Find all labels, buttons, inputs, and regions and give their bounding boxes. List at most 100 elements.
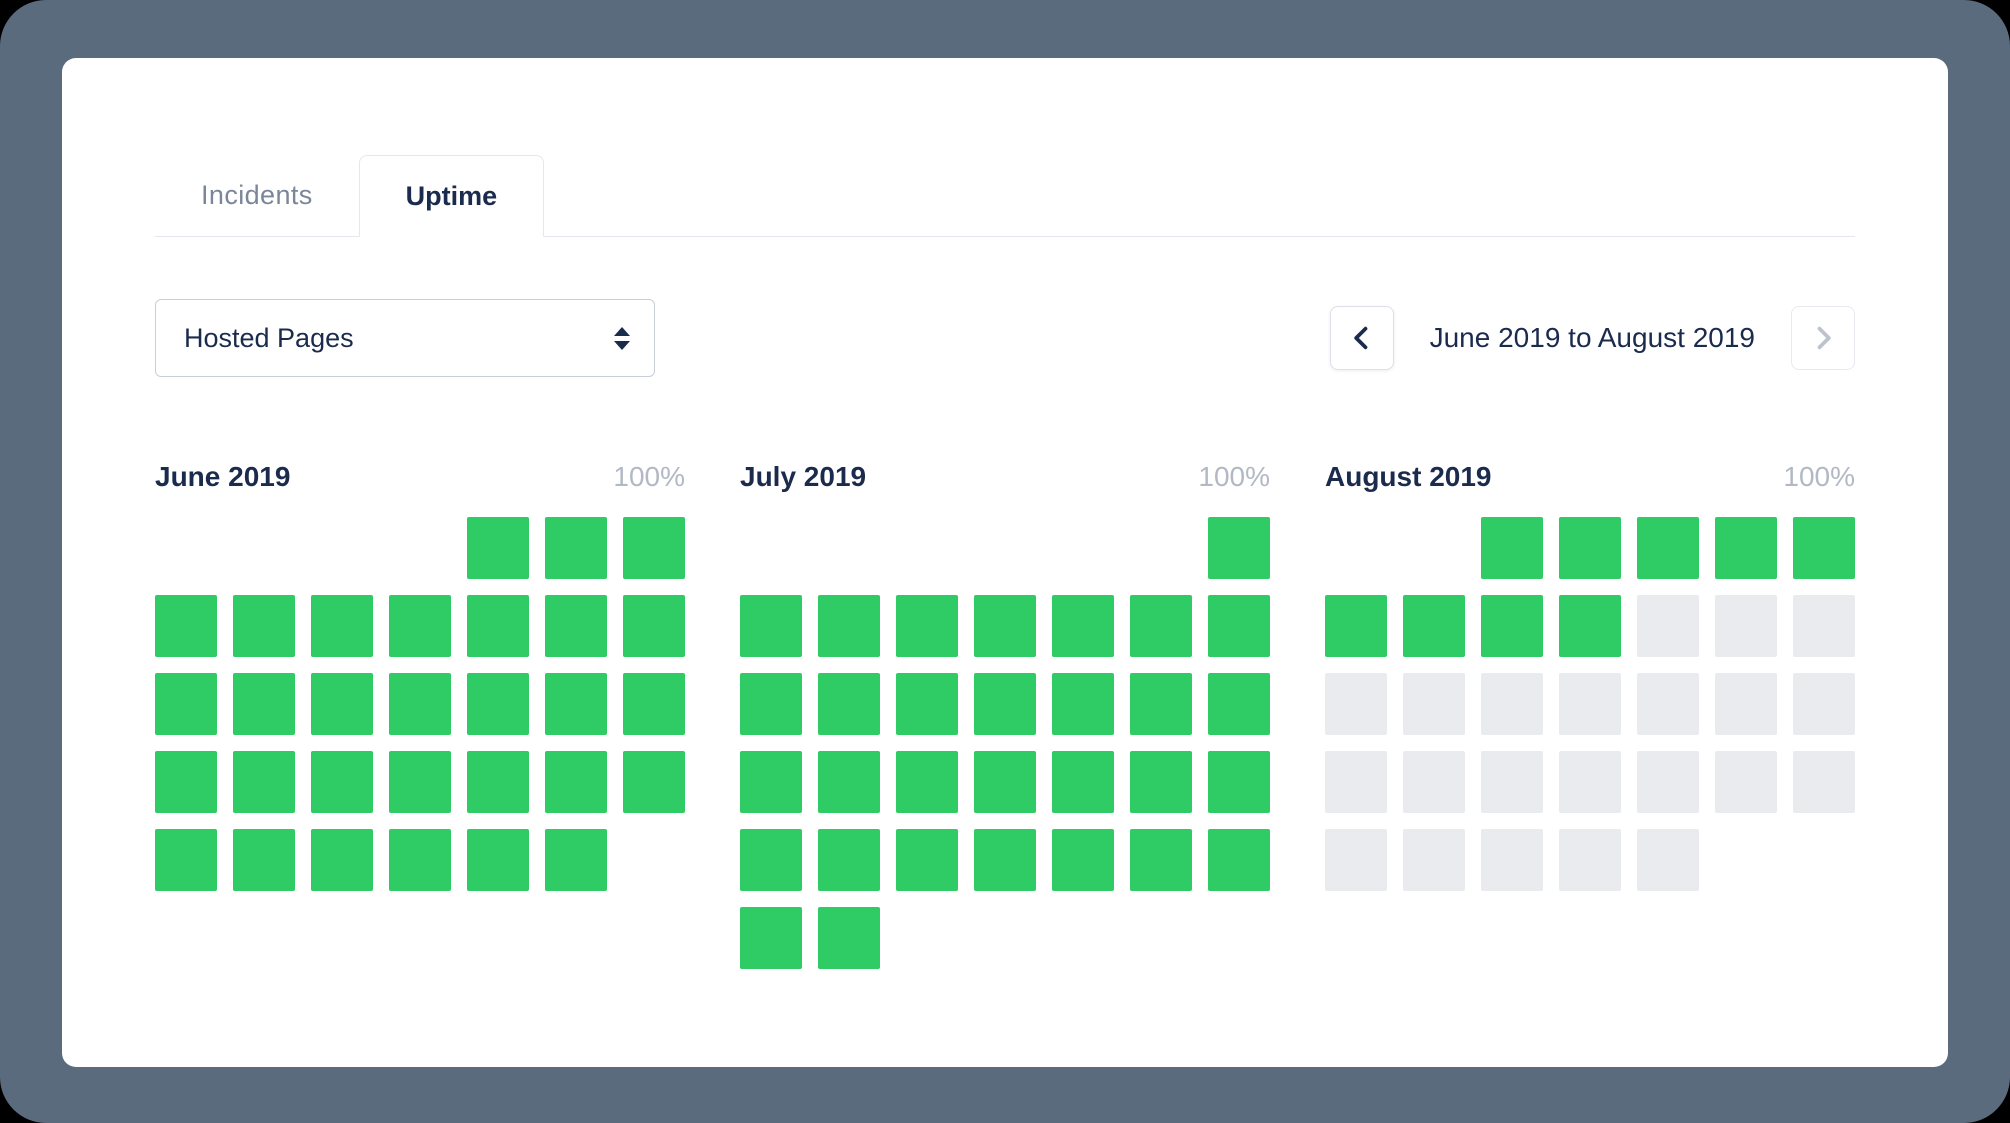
service-selector[interactable]: Hosted Pages [155,299,655,377]
day-cell-up[interactable] [1130,673,1192,735]
day-cell-up[interactable] [896,595,958,657]
day-cell-up[interactable] [1208,829,1270,891]
day-cell-up[interactable] [1052,829,1114,891]
day-cell-future[interactable] [1715,751,1777,813]
day-cell-up[interactable] [1637,517,1699,579]
day-cell-up[interactable] [467,673,529,735]
day-cell-up[interactable] [467,595,529,657]
day-cell-up[interactable] [233,673,295,735]
day-cell-up[interactable] [1403,595,1465,657]
day-cell-up[interactable] [1208,751,1270,813]
day-cell-up[interactable] [155,751,217,813]
day-cell-up[interactable] [1559,595,1621,657]
day-cell-up[interactable] [1130,595,1192,657]
day-cell-up[interactable] [389,673,451,735]
day-cell-up[interactable] [311,751,373,813]
day-cell-up[interactable] [818,595,880,657]
day-cell-up[interactable] [155,595,217,657]
day-cell-up[interactable] [1559,517,1621,579]
day-cell-up[interactable] [545,517,607,579]
tab-incidents[interactable]: Incidents [201,179,313,210]
day-cell-future[interactable] [1481,829,1543,891]
day-cell-up[interactable] [1130,751,1192,813]
day-cell-up[interactable] [467,751,529,813]
day-cell-future[interactable] [1559,829,1621,891]
day-cell-up[interactable] [233,595,295,657]
day-cell-up[interactable] [389,751,451,813]
day-cell-up[interactable] [740,907,802,969]
day-cell-up[interactable] [974,829,1036,891]
day-cell-up[interactable] [818,907,880,969]
day-cell-future[interactable] [1559,751,1621,813]
day-cell-future[interactable] [1481,673,1543,735]
day-cell-up[interactable] [1715,517,1777,579]
day-cell-future[interactable] [1559,673,1621,735]
day-cell-future[interactable] [1715,673,1777,735]
day-cell-up[interactable] [896,673,958,735]
day-cell-up[interactable] [155,829,217,891]
day-cell-future[interactable] [1637,673,1699,735]
day-cell-up[interactable] [1208,673,1270,735]
day-row [155,517,685,579]
day-cell-future[interactable] [1715,595,1777,657]
day-cell-up[interactable] [233,751,295,813]
day-cell-up[interactable] [974,751,1036,813]
day-cell-up[interactable] [155,673,217,735]
day-cell-up[interactable] [389,829,451,891]
day-cell-future[interactable] [1637,829,1699,891]
day-cell-up[interactable] [896,829,958,891]
day-cell-up[interactable] [467,829,529,891]
day-cell-up[interactable] [818,673,880,735]
day-cell-up[interactable] [389,595,451,657]
day-cell-up[interactable] [1052,595,1114,657]
day-cell-up[interactable] [545,673,607,735]
day-cell-future[interactable] [1325,751,1387,813]
day-cell-future[interactable] [1637,751,1699,813]
day-cell-up[interactable] [623,595,685,657]
day-cell-up[interactable] [896,751,958,813]
day-cell-future[interactable] [1325,829,1387,891]
day-cell-up[interactable] [311,595,373,657]
day-cell-future[interactable] [1793,751,1855,813]
day-cell-future[interactable] [1403,829,1465,891]
day-cell-up[interactable] [740,829,802,891]
day-cell-up[interactable] [623,517,685,579]
day-cell-up[interactable] [1481,595,1543,657]
day-cell-up[interactable] [233,829,295,891]
day-cell-future[interactable] [1793,595,1855,657]
day-cell-up[interactable] [467,517,529,579]
day-cell-up[interactable] [1052,673,1114,735]
prev-range-button[interactable] [1329,306,1394,370]
day-row [1325,751,1855,813]
day-cell-up[interactable] [311,673,373,735]
day-cell-up[interactable] [1208,517,1270,579]
day-cell-up[interactable] [1793,517,1855,579]
day-cell-up[interactable] [974,595,1036,657]
day-cell-up[interactable] [1052,751,1114,813]
day-cell-up[interactable] [1481,517,1543,579]
day-cell-up[interactable] [311,829,373,891]
tab-uptime[interactable]: Uptime [358,155,545,237]
day-cell-future[interactable] [1793,673,1855,735]
day-cell-up[interactable] [545,829,607,891]
day-cell-future[interactable] [1403,673,1465,735]
day-cell-up[interactable] [974,673,1036,735]
day-cell-future[interactable] [1637,595,1699,657]
next-range-button[interactable] [1791,306,1855,370]
day-cell-up[interactable] [1325,595,1387,657]
day-cell-up[interactable] [545,595,607,657]
day-cell-future[interactable] [1403,751,1465,813]
day-cell-up[interactable] [1130,829,1192,891]
controls-row: Hosted Pages June 2019 to August 2019 [155,299,1855,377]
day-cell-up[interactable] [623,673,685,735]
day-cell-up[interactable] [818,829,880,891]
day-cell-up[interactable] [545,751,607,813]
day-cell-up[interactable] [740,751,802,813]
day-cell-up[interactable] [740,595,802,657]
day-cell-up[interactable] [623,751,685,813]
day-cell-up[interactable] [1208,595,1270,657]
day-cell-future[interactable] [1481,751,1543,813]
day-cell-future[interactable] [1325,673,1387,735]
day-cell-up[interactable] [818,751,880,813]
day-cell-up[interactable] [740,673,802,735]
